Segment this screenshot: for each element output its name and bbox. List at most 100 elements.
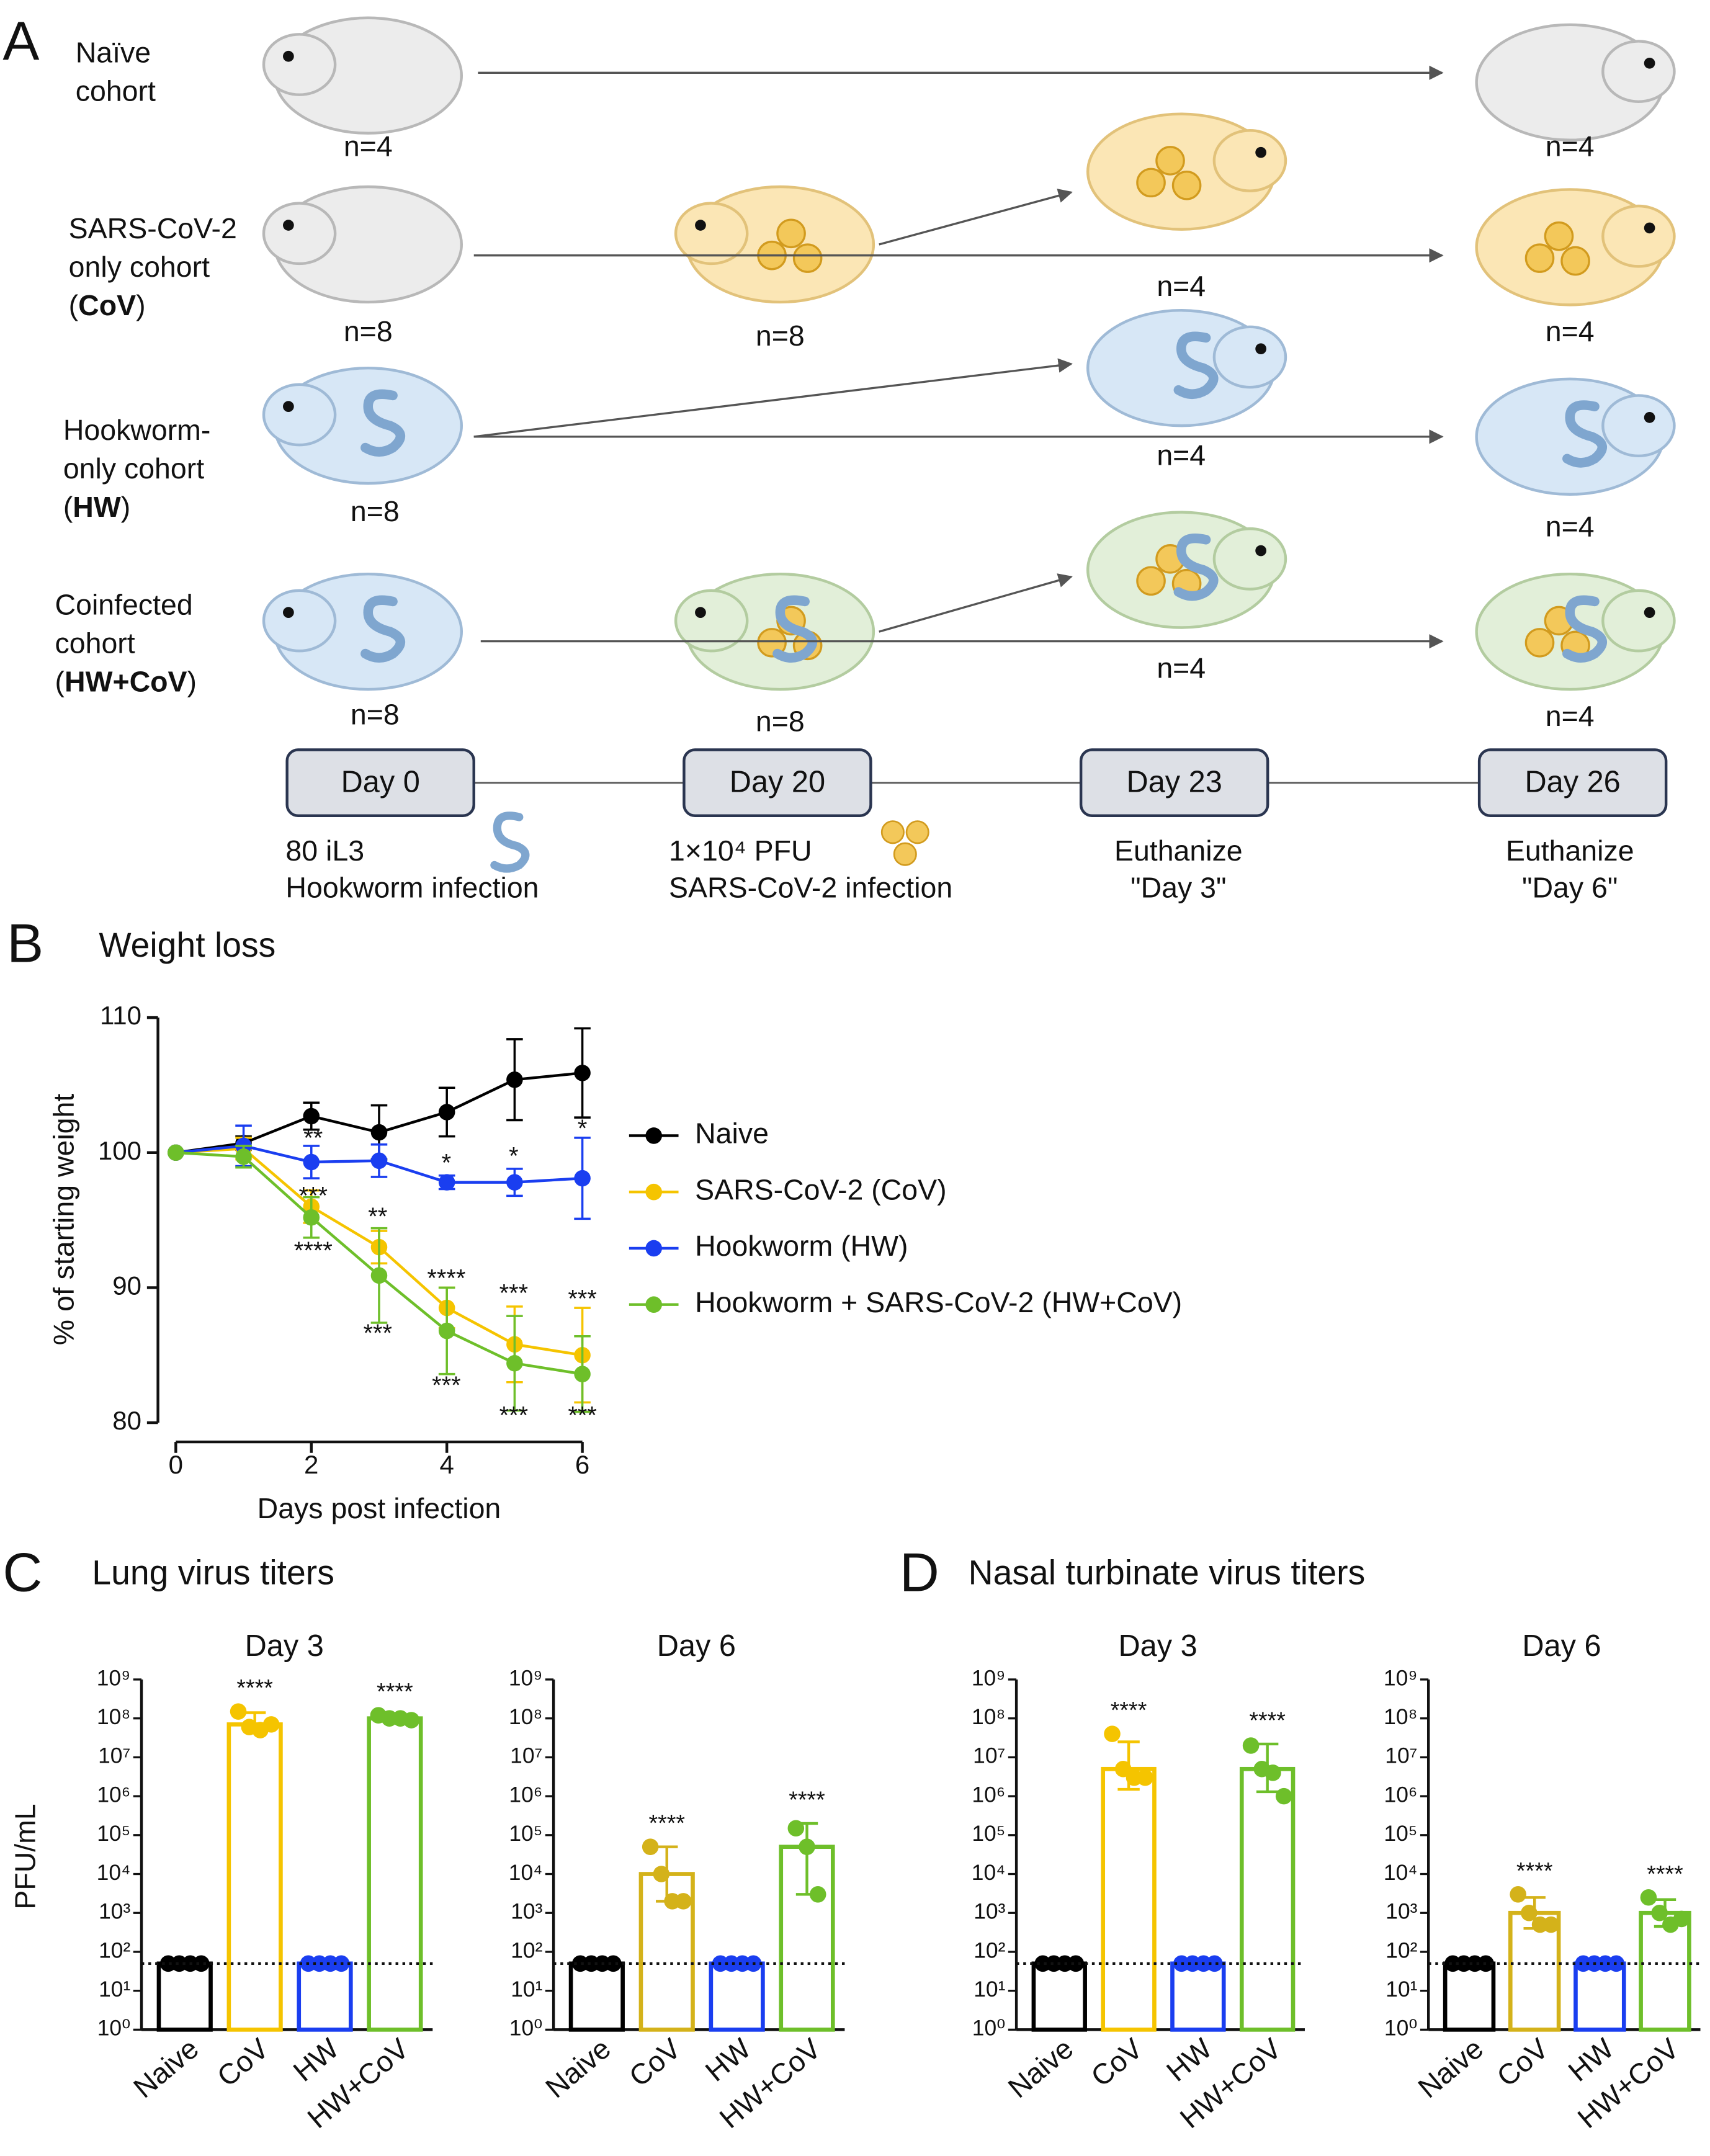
y-tick-label: 10⁵: [1384, 1821, 1417, 1846]
bar: [1101, 1766, 1157, 2032]
y-tick-label: 10⁸: [509, 1704, 542, 1729]
timeline-note: SARS-CoV-2 infection: [669, 872, 952, 904]
hamster-head: [1212, 527, 1287, 591]
timeline-note: 1×10⁴ PFU: [669, 834, 812, 867]
y-tick-label: 10⁰: [97, 2016, 131, 2041]
cohort-label-part: ): [136, 289, 145, 321]
hamster-head: [674, 589, 749, 653]
hamster-eye: [283, 220, 294, 231]
y-tick-label: 10⁶: [972, 1782, 1005, 1807]
cohort-label: (HW+CoV): [55, 666, 197, 698]
cohort-label: Coinfected: [55, 589, 193, 621]
day-label: Day 0: [341, 766, 420, 799]
hamster-eye: [1644, 412, 1655, 423]
data-point: [605, 1955, 622, 1972]
significance: *: [578, 1115, 588, 1142]
y-tick-label: 100: [98, 1136, 141, 1165]
significance: ***: [568, 1286, 597, 1313]
virus-icon: [1136, 566, 1166, 596]
timeline-note: Euthanize: [1114, 834, 1243, 867]
worm-icon: [1173, 533, 1219, 601]
hamster-eye: [1644, 57, 1655, 69]
y-tick-label: 10⁶: [97, 1782, 130, 1807]
cohort-label-part: cohort: [55, 627, 135, 660]
hamster-head: [1212, 325, 1287, 389]
virus-icon: [1560, 246, 1590, 276]
cohort-label-part: ): [121, 491, 130, 523]
data-point: [1542, 1916, 1560, 1933]
hamster-head: [1601, 204, 1676, 268]
data-point: [230, 1703, 247, 1720]
significance: ****: [236, 1675, 273, 1701]
y-tick-label: 10²: [1385, 1938, 1417, 1962]
data-point: [1640, 1889, 1657, 1906]
y-tick-label: 10⁸: [97, 1704, 130, 1729]
bar: [709, 1961, 765, 2032]
y-tick-label: 10³: [1385, 1899, 1417, 1924]
group-size: n=8: [756, 320, 805, 352]
bar: [1239, 1766, 1296, 2032]
legend-label: Hookworm (HW): [695, 1230, 908, 1262]
timeline-note: Euthanize: [1506, 834, 1634, 867]
group-size: n=4: [1157, 651, 1206, 684]
cohort-label: Hookworm-: [63, 414, 211, 446]
cohort-label-part: (: [55, 666, 65, 698]
significance: ***: [298, 1183, 328, 1210]
bar: [156, 1961, 213, 2032]
cohort-label-part: (: [63, 491, 73, 523]
data-point: [1206, 1955, 1223, 1972]
y-tick-label: 10⁵: [972, 1821, 1005, 1846]
data-point: [506, 1355, 523, 1372]
y-tick-label: 10⁷: [510, 1743, 542, 1768]
significance: ****: [1111, 1697, 1147, 1723]
group-size: n=4: [344, 130, 393, 162]
legend-marker: [645, 1183, 662, 1201]
significance: **: [303, 1125, 323, 1152]
y-tick-label: 10⁵: [509, 1821, 542, 1846]
data-point: [675, 1893, 692, 1910]
y-tick-label: 10¹: [974, 1977, 1005, 2002]
cohort-label-part: only cohort: [69, 251, 210, 283]
day-label: Day 26: [1524, 766, 1620, 799]
virus-icon: [1136, 168, 1166, 198]
legend-marker: [645, 1127, 662, 1144]
y-axis-label: PFU/mL: [9, 1804, 42, 1909]
hamster-eye: [695, 220, 706, 231]
chart-title: Day 3: [245, 1629, 324, 1663]
x-tick-label: 2: [304, 1450, 318, 1479]
hamster-eye: [1255, 146, 1266, 158]
group-title: Lung virus titers: [92, 1553, 334, 1591]
data-point: [506, 1071, 523, 1088]
hamster-eye: [1644, 222, 1655, 234]
cohort-label-part: CoV: [78, 289, 136, 321]
group-size: n=4: [1546, 130, 1595, 162]
virus-icon: [893, 842, 917, 866]
data-point: [653, 1866, 670, 1882]
cohort-label-part: HW: [73, 491, 121, 523]
data-point: [438, 1104, 455, 1120]
bar: [568, 1961, 625, 2032]
bar: [297, 1961, 353, 2032]
bar: [1443, 1961, 1496, 2032]
virus-icon: [1524, 628, 1555, 658]
y-tick-label: 10⁷: [973, 1743, 1005, 1768]
virus-icon: [905, 820, 929, 844]
bar: [226, 1722, 283, 2032]
data-point: [438, 1174, 455, 1191]
hamster-head: [1601, 589, 1676, 653]
y-tick-label: 10⁸: [1384, 1704, 1417, 1729]
data-point: [438, 1322, 455, 1340]
hamster-eye: [1644, 607, 1655, 619]
timeline-note: Hookworm infection: [285, 872, 539, 904]
cohort-label: Naïve: [76, 37, 151, 69]
worm-icon: [772, 595, 818, 663]
significance: ****: [789, 1786, 825, 1812]
timeline-note: "Day 6": [1522, 872, 1618, 904]
cohort-label-part: ): [187, 666, 197, 698]
group-size: n=8: [756, 705, 805, 738]
data-point: [574, 1170, 591, 1187]
data-point: [809, 1886, 826, 1903]
virus-icon: [1155, 146, 1185, 176]
significance: **: [368, 1203, 387, 1230]
